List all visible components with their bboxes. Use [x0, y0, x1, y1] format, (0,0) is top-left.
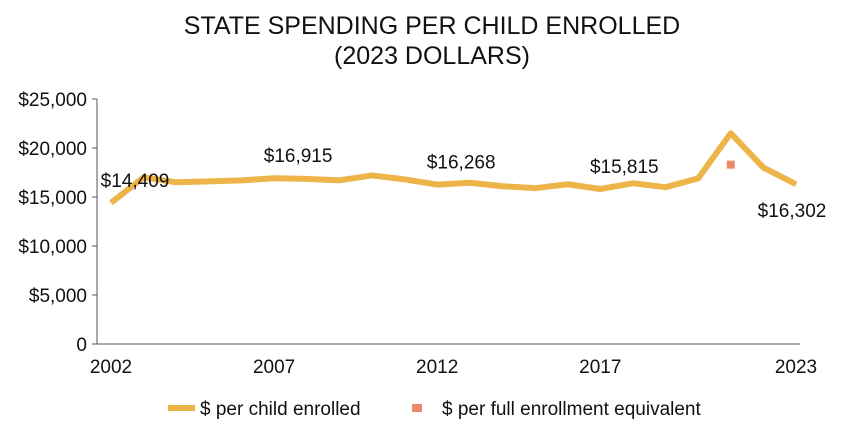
data-point: [762, 167, 764, 169]
y-tick-label: $15,000: [18, 188, 87, 209]
data-point: [143, 176, 145, 178]
data-point: [273, 177, 275, 179]
data-point: [469, 182, 471, 184]
data-point: [795, 183, 797, 185]
data-label: $14,409: [101, 171, 170, 192]
x-tick-label: 2012: [416, 357, 458, 378]
data-point: [697, 177, 699, 179]
data-point: [240, 179, 242, 181]
data-point: [501, 185, 503, 187]
y-tick-label: $25,000: [18, 90, 87, 111]
data-point: [632, 182, 634, 184]
data-point: [338, 179, 340, 181]
data-point: [175, 181, 177, 183]
data-point: [567, 183, 569, 185]
data-point: [730, 132, 732, 134]
data-point: [306, 178, 308, 180]
data-point-full-enrollment: [726, 160, 735, 169]
x-tick-label: 2017: [579, 357, 621, 378]
y-tick-label: 0: [76, 335, 87, 356]
x-tick-label: 2023: [775, 357, 817, 378]
data-label: $16,915: [264, 146, 333, 167]
data-point: [371, 174, 373, 176]
data-point: [599, 188, 601, 190]
data-label: $16,268: [427, 153, 496, 174]
data-label: $15,815: [590, 157, 659, 178]
legend-label-full-enrollment: $ per full enrollment equivalent: [442, 399, 701, 420]
data-point: [665, 186, 667, 188]
data-label: $16,302: [758, 201, 827, 222]
data-point: [534, 187, 536, 189]
data-point: [110, 202, 112, 204]
data-point: [208, 180, 210, 182]
chart-subtitle: (2023 DOLLARS): [334, 42, 530, 70]
legend-swatch-full-enrollment: [412, 404, 422, 412]
legend-label-per-child: $ per child enrolled: [200, 399, 361, 420]
data-point: [436, 184, 438, 186]
series-line-per-child: [109, 130, 798, 206]
y-tick-label: $10,000: [18, 237, 87, 258]
chart-title: STATE SPENDING PER CHILD ENROLLED: [184, 12, 680, 40]
data-point: [404, 178, 406, 180]
y-tick-label: $20,000: [18, 139, 87, 160]
x-tick-label: 2007: [253, 357, 295, 378]
y-tick-label: $5,000: [29, 286, 87, 307]
x-tick-label: 2002: [90, 357, 132, 378]
